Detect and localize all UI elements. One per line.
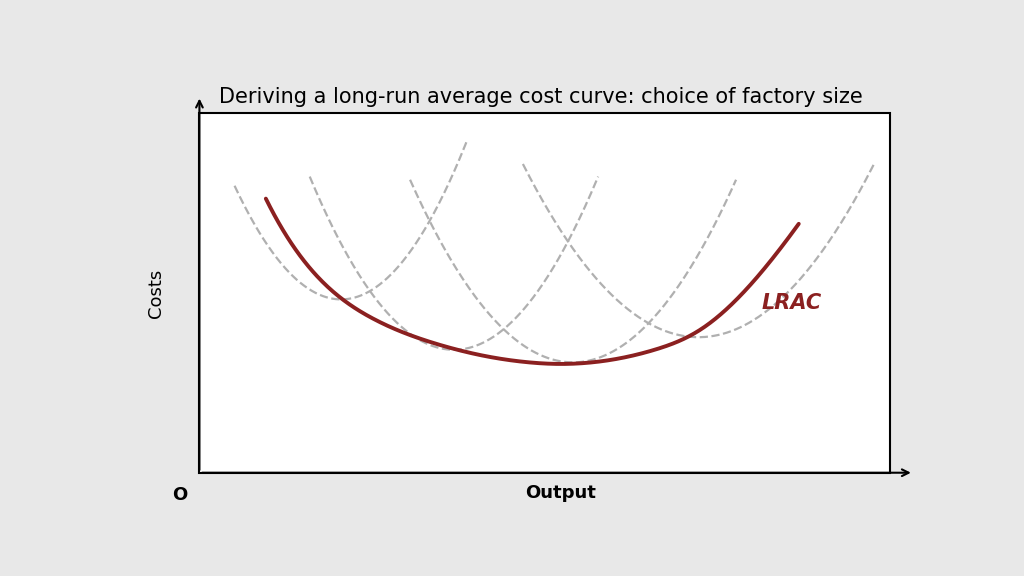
Text: Costs: Costs <box>146 268 165 318</box>
Text: LRAC: LRAC <box>761 293 821 313</box>
Text: O: O <box>172 486 187 504</box>
Text: Output: Output <box>525 484 596 502</box>
FancyBboxPatch shape <box>200 113 890 473</box>
Text: Deriving a long-run average cost curve: choice of factory size: Deriving a long-run average cost curve: … <box>219 87 862 107</box>
